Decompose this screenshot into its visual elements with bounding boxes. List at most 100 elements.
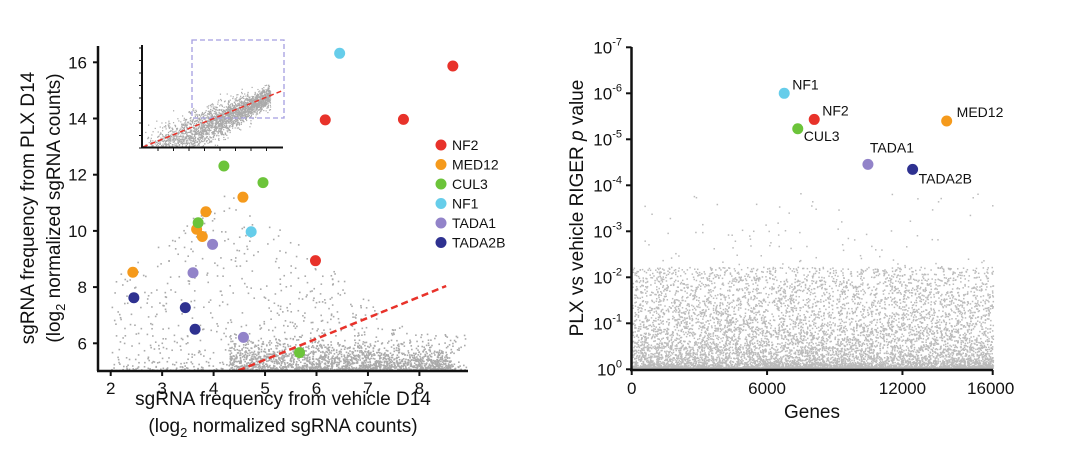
inset-point [183, 127, 186, 129]
inset-point [186, 136, 188, 138]
background-point [250, 361, 253, 364]
background-point [406, 332, 408, 335]
background-point [395, 349, 398, 352]
background-point [378, 363, 380, 365]
inset-point [195, 110, 198, 113]
background-point [221, 361, 224, 364]
background-point [350, 303, 352, 306]
background-point [339, 350, 341, 353]
inset-point [199, 137, 201, 139]
background-point [294, 327, 297, 330]
background-point [249, 362, 251, 365]
background-point [354, 358, 357, 361]
inset-point [254, 111, 256, 113]
inset-point [207, 105, 210, 107]
inset-point [228, 127, 230, 129]
background-point [227, 343, 230, 346]
inset-point [249, 96, 251, 98]
background-point [343, 359, 345, 361]
background-point [315, 363, 318, 366]
background-point [426, 333, 429, 336]
background-point [233, 347, 235, 350]
background-point [451, 351, 453, 353]
background-point [287, 355, 290, 357]
background-point [278, 350, 281, 352]
background-point [266, 356, 269, 359]
background-point [362, 357, 364, 360]
background-point [351, 356, 353, 359]
inset-point [178, 137, 180, 139]
inset-point [246, 119, 248, 122]
inset-point [207, 138, 210, 140]
background-point [377, 360, 379, 362]
background-point [233, 242, 235, 245]
inset-point [258, 106, 260, 108]
inset-point [152, 131, 154, 133]
background-point [444, 360, 446, 362]
background-point [375, 362, 378, 365]
inset-point [185, 141, 188, 143]
inset-point [254, 109, 256, 111]
background-point [324, 359, 327, 362]
background-point [313, 360, 315, 363]
background-point [382, 356, 385, 359]
background-point [230, 367, 232, 369]
background-point [263, 355, 265, 358]
inset-point [162, 143, 164, 145]
inset-point [228, 113, 230, 116]
inset-point [210, 106, 212, 108]
background-point [305, 366, 307, 368]
inset-point [148, 142, 150, 144]
inset-point [214, 106, 216, 108]
background-point [126, 302, 129, 305]
background-point [245, 351, 248, 354]
background-point [355, 314, 357, 316]
background-point [416, 366, 419, 369]
background-point [433, 367, 436, 369]
background-point [243, 354, 246, 357]
inset-point [205, 134, 207, 136]
background-point [284, 337, 287, 340]
inset-point [223, 136, 225, 139]
inset-point [202, 145, 205, 147]
background-point [438, 349, 441, 352]
background-point [287, 345, 290, 348]
background-point [395, 347, 398, 349]
background-point [441, 356, 443, 359]
background-point [250, 340, 252, 343]
background-point [422, 357, 424, 360]
inset-point [255, 96, 257, 99]
inset-point [175, 143, 178, 145]
background-point [340, 351, 342, 353]
background-point [240, 362, 242, 364]
inset-point [231, 120, 233, 122]
inset-point [175, 136, 178, 138]
background-point [330, 313, 333, 316]
left-background-points [111, 195, 468, 372]
background-point [380, 357, 382, 359]
inset-point [266, 103, 268, 105]
inset-point [247, 95, 249, 97]
background-point [297, 244, 300, 246]
background-point [395, 367, 397, 369]
inset-point [225, 118, 227, 121]
background-point [322, 368, 324, 371]
background-point [442, 362, 445, 365]
inset-point [210, 111, 212, 113]
background-point [448, 357, 451, 359]
background-point [377, 351, 380, 354]
background-point [200, 368, 203, 371]
background-point [388, 340, 390, 343]
background-point [387, 342, 389, 344]
inset-point [213, 113, 215, 115]
inset-point [259, 92, 261, 94]
inset-point [195, 119, 197, 122]
background-point [330, 344, 333, 346]
background-point [346, 360, 348, 363]
background-point [320, 367, 322, 370]
background-point [311, 341, 314, 344]
background-point [458, 361, 460, 363]
background-point [365, 348, 367, 350]
background-point [394, 367, 396, 369]
inset-point [239, 99, 241, 101]
